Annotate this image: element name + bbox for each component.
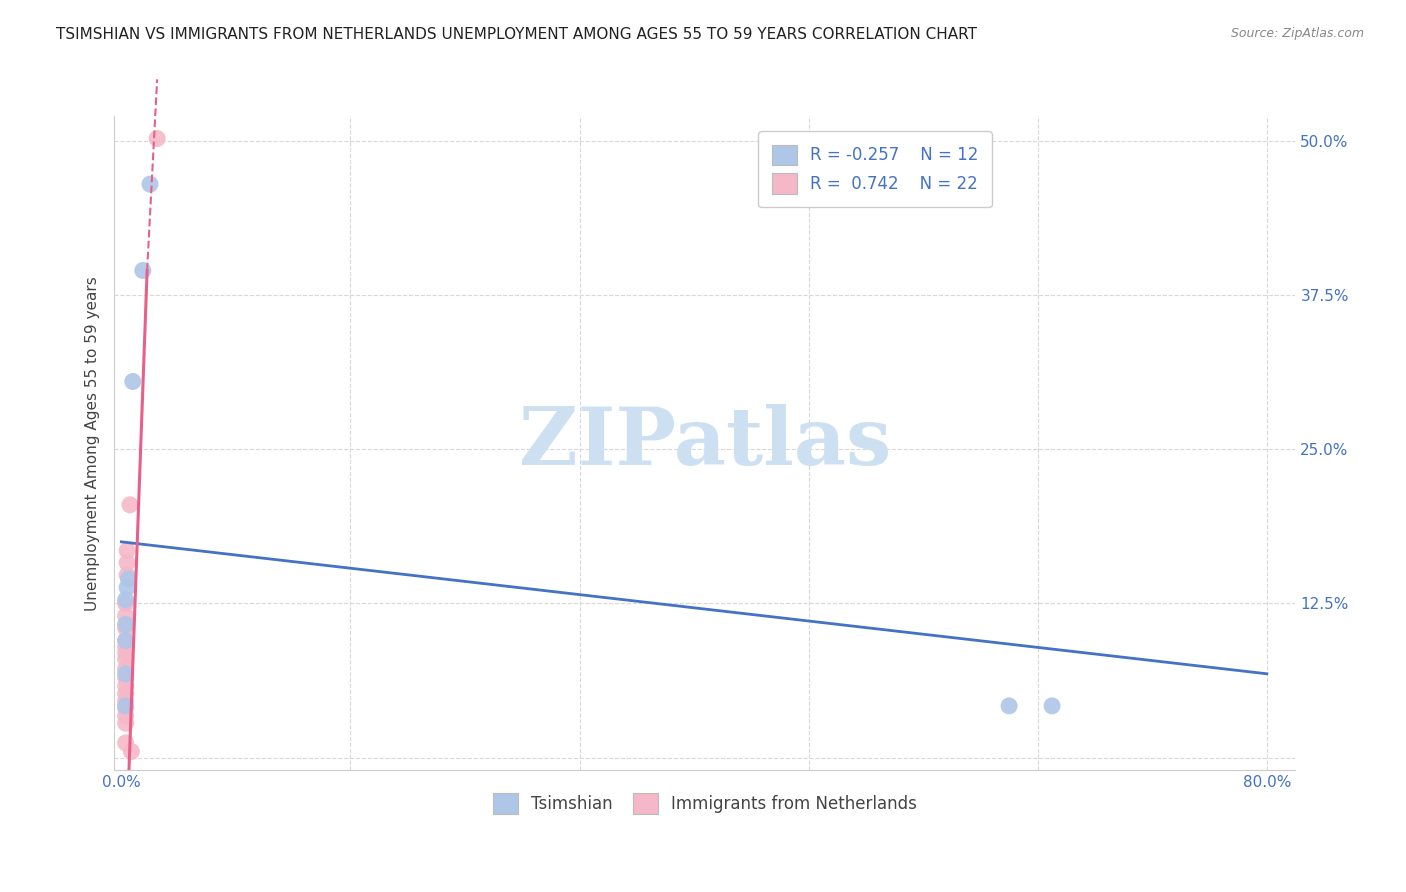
Point [114, 617, 136, 632]
Text: TSIMSHIAN VS IMMIGRANTS FROM NETHERLANDS UNEMPLOYMENT AMONG AGES 55 TO 59 YEARS : TSIMSHIAN VS IMMIGRANTS FROM NETHERLANDS… [56, 27, 977, 42]
Point [114, 640, 136, 654]
Point [132, 263, 155, 277]
Point [114, 592, 136, 607]
Point [114, 666, 136, 681]
Point [114, 694, 136, 708]
Point [121, 375, 143, 389]
Text: Source: ZipAtlas.com: Source: ZipAtlas.com [1230, 27, 1364, 40]
Point [114, 597, 136, 611]
Legend: Tsimshian, Immigrants from Netherlands: Tsimshian, Immigrants from Netherlands [486, 787, 924, 821]
Point [114, 652, 136, 666]
Point [114, 679, 136, 693]
Point [114, 621, 136, 635]
Point [114, 671, 136, 685]
Text: ZIPatlas: ZIPatlas [519, 404, 891, 483]
Point [115, 568, 138, 582]
Point [115, 556, 138, 570]
Point [118, 498, 141, 512]
Point [114, 701, 136, 715]
Point [115, 581, 138, 595]
Point [998, 698, 1021, 713]
Point [146, 131, 169, 145]
Point [114, 708, 136, 723]
Y-axis label: Unemployment Among Ages 55 to 59 years: Unemployment Among Ages 55 to 59 years [86, 276, 100, 610]
Point [114, 633, 136, 648]
Point [114, 646, 136, 660]
Point [114, 716, 136, 731]
Point [114, 698, 136, 713]
Point [114, 608, 136, 623]
Point [114, 633, 136, 648]
Point [117, 572, 139, 586]
Point [114, 736, 136, 750]
Point [120, 744, 142, 758]
Point [114, 686, 136, 700]
Point [114, 662, 136, 676]
Point [1040, 698, 1063, 713]
Point [115, 543, 138, 558]
Point [139, 177, 162, 191]
